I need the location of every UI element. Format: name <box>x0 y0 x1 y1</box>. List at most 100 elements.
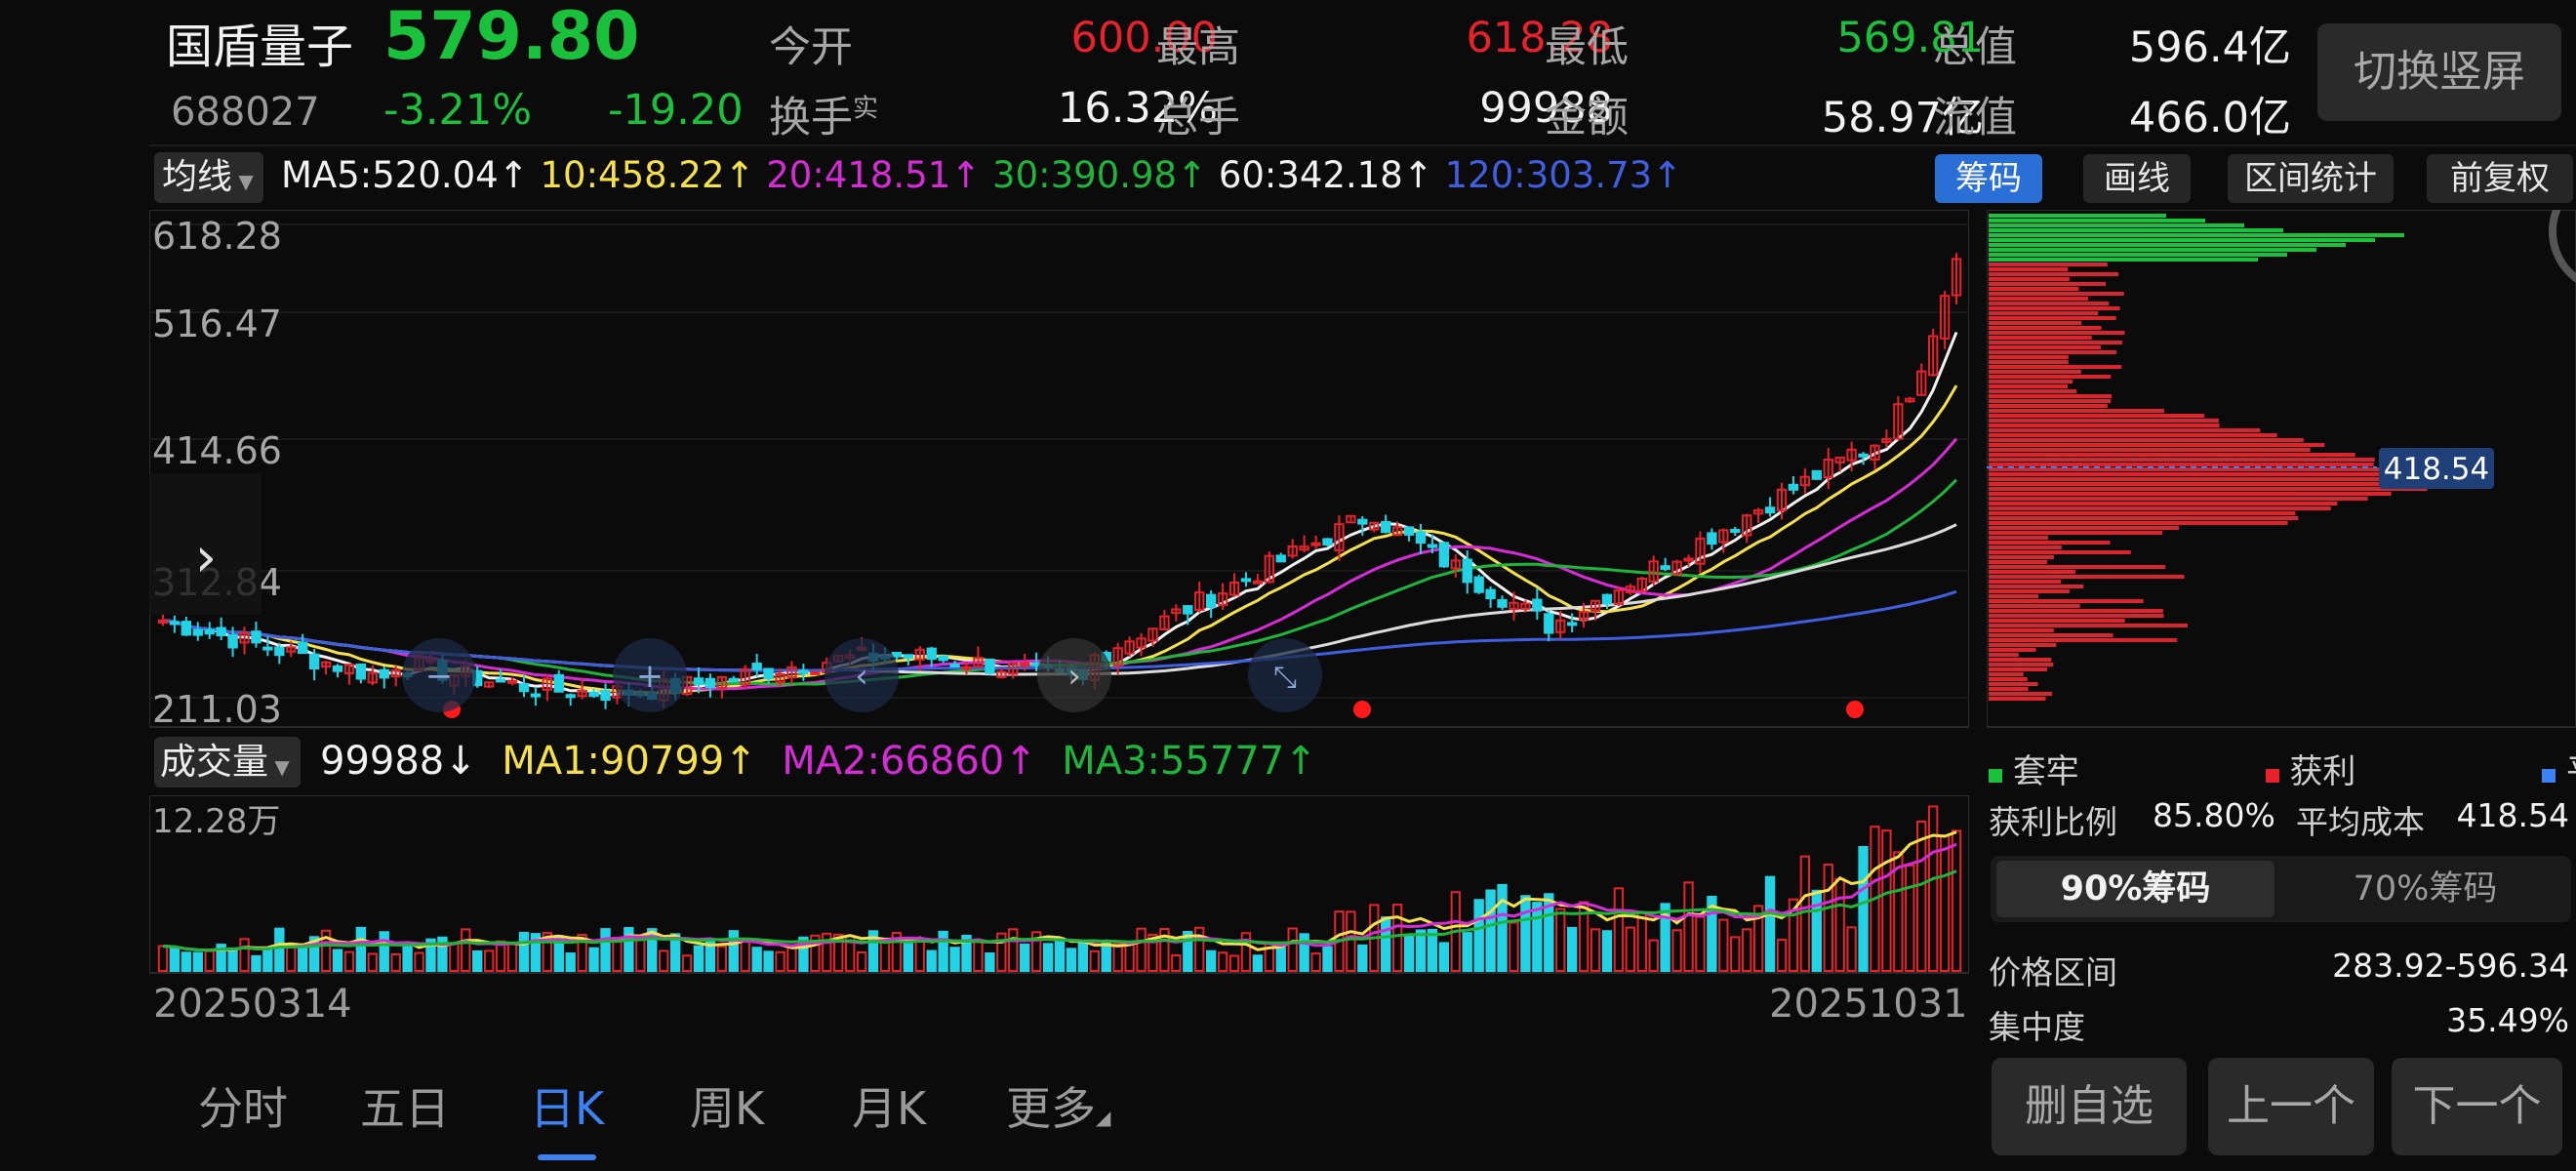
tab-monthly-k[interactable]: 月K <box>852 1082 927 1135</box>
chip-bar <box>1989 453 2355 457</box>
candle-body <box>1520 602 1531 610</box>
floating-widget-icon[interactable] <box>2549 210 2576 290</box>
stat-value-market-cap: 596.4亿 <box>2128 23 2291 72</box>
volume-bar <box>1811 889 1822 972</box>
candle-body <box>973 657 984 668</box>
candle-body <box>1136 637 1147 649</box>
volume-bars <box>157 805 1962 973</box>
tab-daily-k[interactable]: 日K <box>530 1082 605 1135</box>
chip-bar <box>1989 233 2404 237</box>
volume-bar <box>506 943 518 972</box>
range-stats-button[interactable]: 区间统计 <box>2228 154 2394 203</box>
volume-ma-line <box>162 869 1957 952</box>
volume-bar <box>1776 939 1788 972</box>
next-stock-button[interactable]: 下一个 <box>2392 1058 2562 1155</box>
chip-tab-90[interactable]: 90%筹码 <box>1996 861 2274 917</box>
ma-selector[interactable]: 均线 ▼ <box>154 152 263 203</box>
tab-active-indicator <box>538 1154 596 1160</box>
stat-label-low: 最低 <box>1545 23 1629 72</box>
scroll-right-control[interactable] <box>1037 638 1111 712</box>
switch-portrait-button[interactable]: 切换竖屏 <box>2317 23 2561 121</box>
volume-bar <box>1030 931 1042 973</box>
candle-body <box>1718 529 1729 544</box>
volume-bar <box>996 932 1007 972</box>
volume-bar <box>1485 889 1496 972</box>
expand-panel-control[interactable]: › <box>149 473 262 615</box>
profit-legend-label: 获利 <box>2289 752 2356 791</box>
previous-stock-button[interactable]: 上一个 <box>2208 1058 2374 1155</box>
tab-intraday[interactable]: 分时 <box>198 1082 288 1135</box>
chip-bar <box>1989 614 2164 618</box>
candle-body <box>216 626 226 636</box>
tab-weekly-k[interactable]: 周K <box>690 1082 765 1135</box>
chip-distribution: 418.54 <box>1987 210 2576 728</box>
candle-body <box>1473 576 1484 593</box>
price-axis-label: 414.66 <box>152 429 282 472</box>
volume-bar <box>1520 895 1531 972</box>
chip-bar <box>1989 585 2084 588</box>
volume-bar <box>1601 930 1613 973</box>
ma5-value: MA5:520.04↑ <box>281 154 529 196</box>
stat-label-turnover: 换手实 <box>769 94 879 142</box>
chip-bar <box>1989 345 2101 349</box>
candle-body <box>343 664 355 674</box>
chip-tab-70[interactable]: 70%筹码 <box>2353 869 2498 909</box>
stat-label-market-cap: 总值 <box>1933 23 2017 72</box>
volume-bar <box>1217 951 1228 972</box>
candle-body <box>1252 580 1264 585</box>
stock-detail-screen: 国盾量子 579.80 688027 -3.21% -19.20 今开 600.… <box>149 0 2576 1171</box>
candle-body <box>1264 554 1275 584</box>
candle-body <box>506 679 518 684</box>
collapse-control[interactable] <box>1248 638 1322 712</box>
price-axis-label: 618.28 <box>152 215 282 258</box>
tab-five-day[interactable]: 五日 <box>360 1082 450 1135</box>
chip-bar <box>1989 428 2261 432</box>
candle-body <box>553 673 564 693</box>
dropdown-arrow-icon: ▼ <box>268 755 290 779</box>
volume-frame <box>149 795 1969 974</box>
zoom-out-control[interactable] <box>402 638 476 712</box>
volume-bar <box>565 952 576 972</box>
stock-name: 国盾量子 <box>166 20 354 74</box>
volume-bar <box>1054 937 1066 972</box>
volume-bar <box>681 954 693 973</box>
chips-button[interactable]: 筹码 <box>1935 154 2042 203</box>
minus-icon: − <box>425 657 454 696</box>
volume-selector[interactable]: 成交量 ▼ <box>154 737 301 787</box>
stat-label-volume: 总手 <box>1156 94 1240 142</box>
stat-value-low: 569.81 <box>1836 14 1984 62</box>
volume-bar <box>1346 910 1356 972</box>
kline-frame <box>149 210 1969 728</box>
volume-bar <box>1695 915 1706 972</box>
candle-body <box>1799 475 1811 487</box>
remove-watchlist-button[interactable]: 删自选 <box>1992 1058 2187 1155</box>
volume-bar <box>1905 864 1915 972</box>
current-price: 579.80 <box>383 0 640 75</box>
volume-bar <box>320 929 332 973</box>
scroll-left-control[interactable] <box>825 638 899 712</box>
forward-adjust-button[interactable]: 前复权 <box>2427 154 2573 203</box>
volume-bar <box>1357 944 1368 972</box>
candle-body <box>1357 518 1368 525</box>
volume-bar <box>659 949 669 972</box>
volume-bar <box>1299 933 1309 973</box>
candle-body <box>379 668 389 679</box>
chip-bar <box>1989 448 2311 452</box>
volume-bar <box>1403 934 1415 972</box>
draw-line-button[interactable]: 画线 <box>2083 154 2191 203</box>
volume-bar <box>798 936 809 972</box>
chip-bar <box>1989 536 2048 540</box>
avg-cost-marker <box>2379 448 2494 489</box>
profit-ratio-label: 获利比例 <box>1989 803 2117 841</box>
candle-body <box>390 669 401 678</box>
volume-bar <box>1927 805 1939 972</box>
tab-more-label: 更多 <box>1006 1082 1096 1135</box>
candle-body <box>961 666 972 670</box>
volume-chart[interactable]: 12.28万 <box>149 795 1969 976</box>
volume-bar <box>1718 918 1729 972</box>
chip-bar <box>1989 438 2304 442</box>
tab-more[interactable]: 更多◢ <box>1006 1073 1110 1138</box>
candle-body <box>704 677 716 689</box>
zoom-in-control[interactable] <box>613 638 687 712</box>
